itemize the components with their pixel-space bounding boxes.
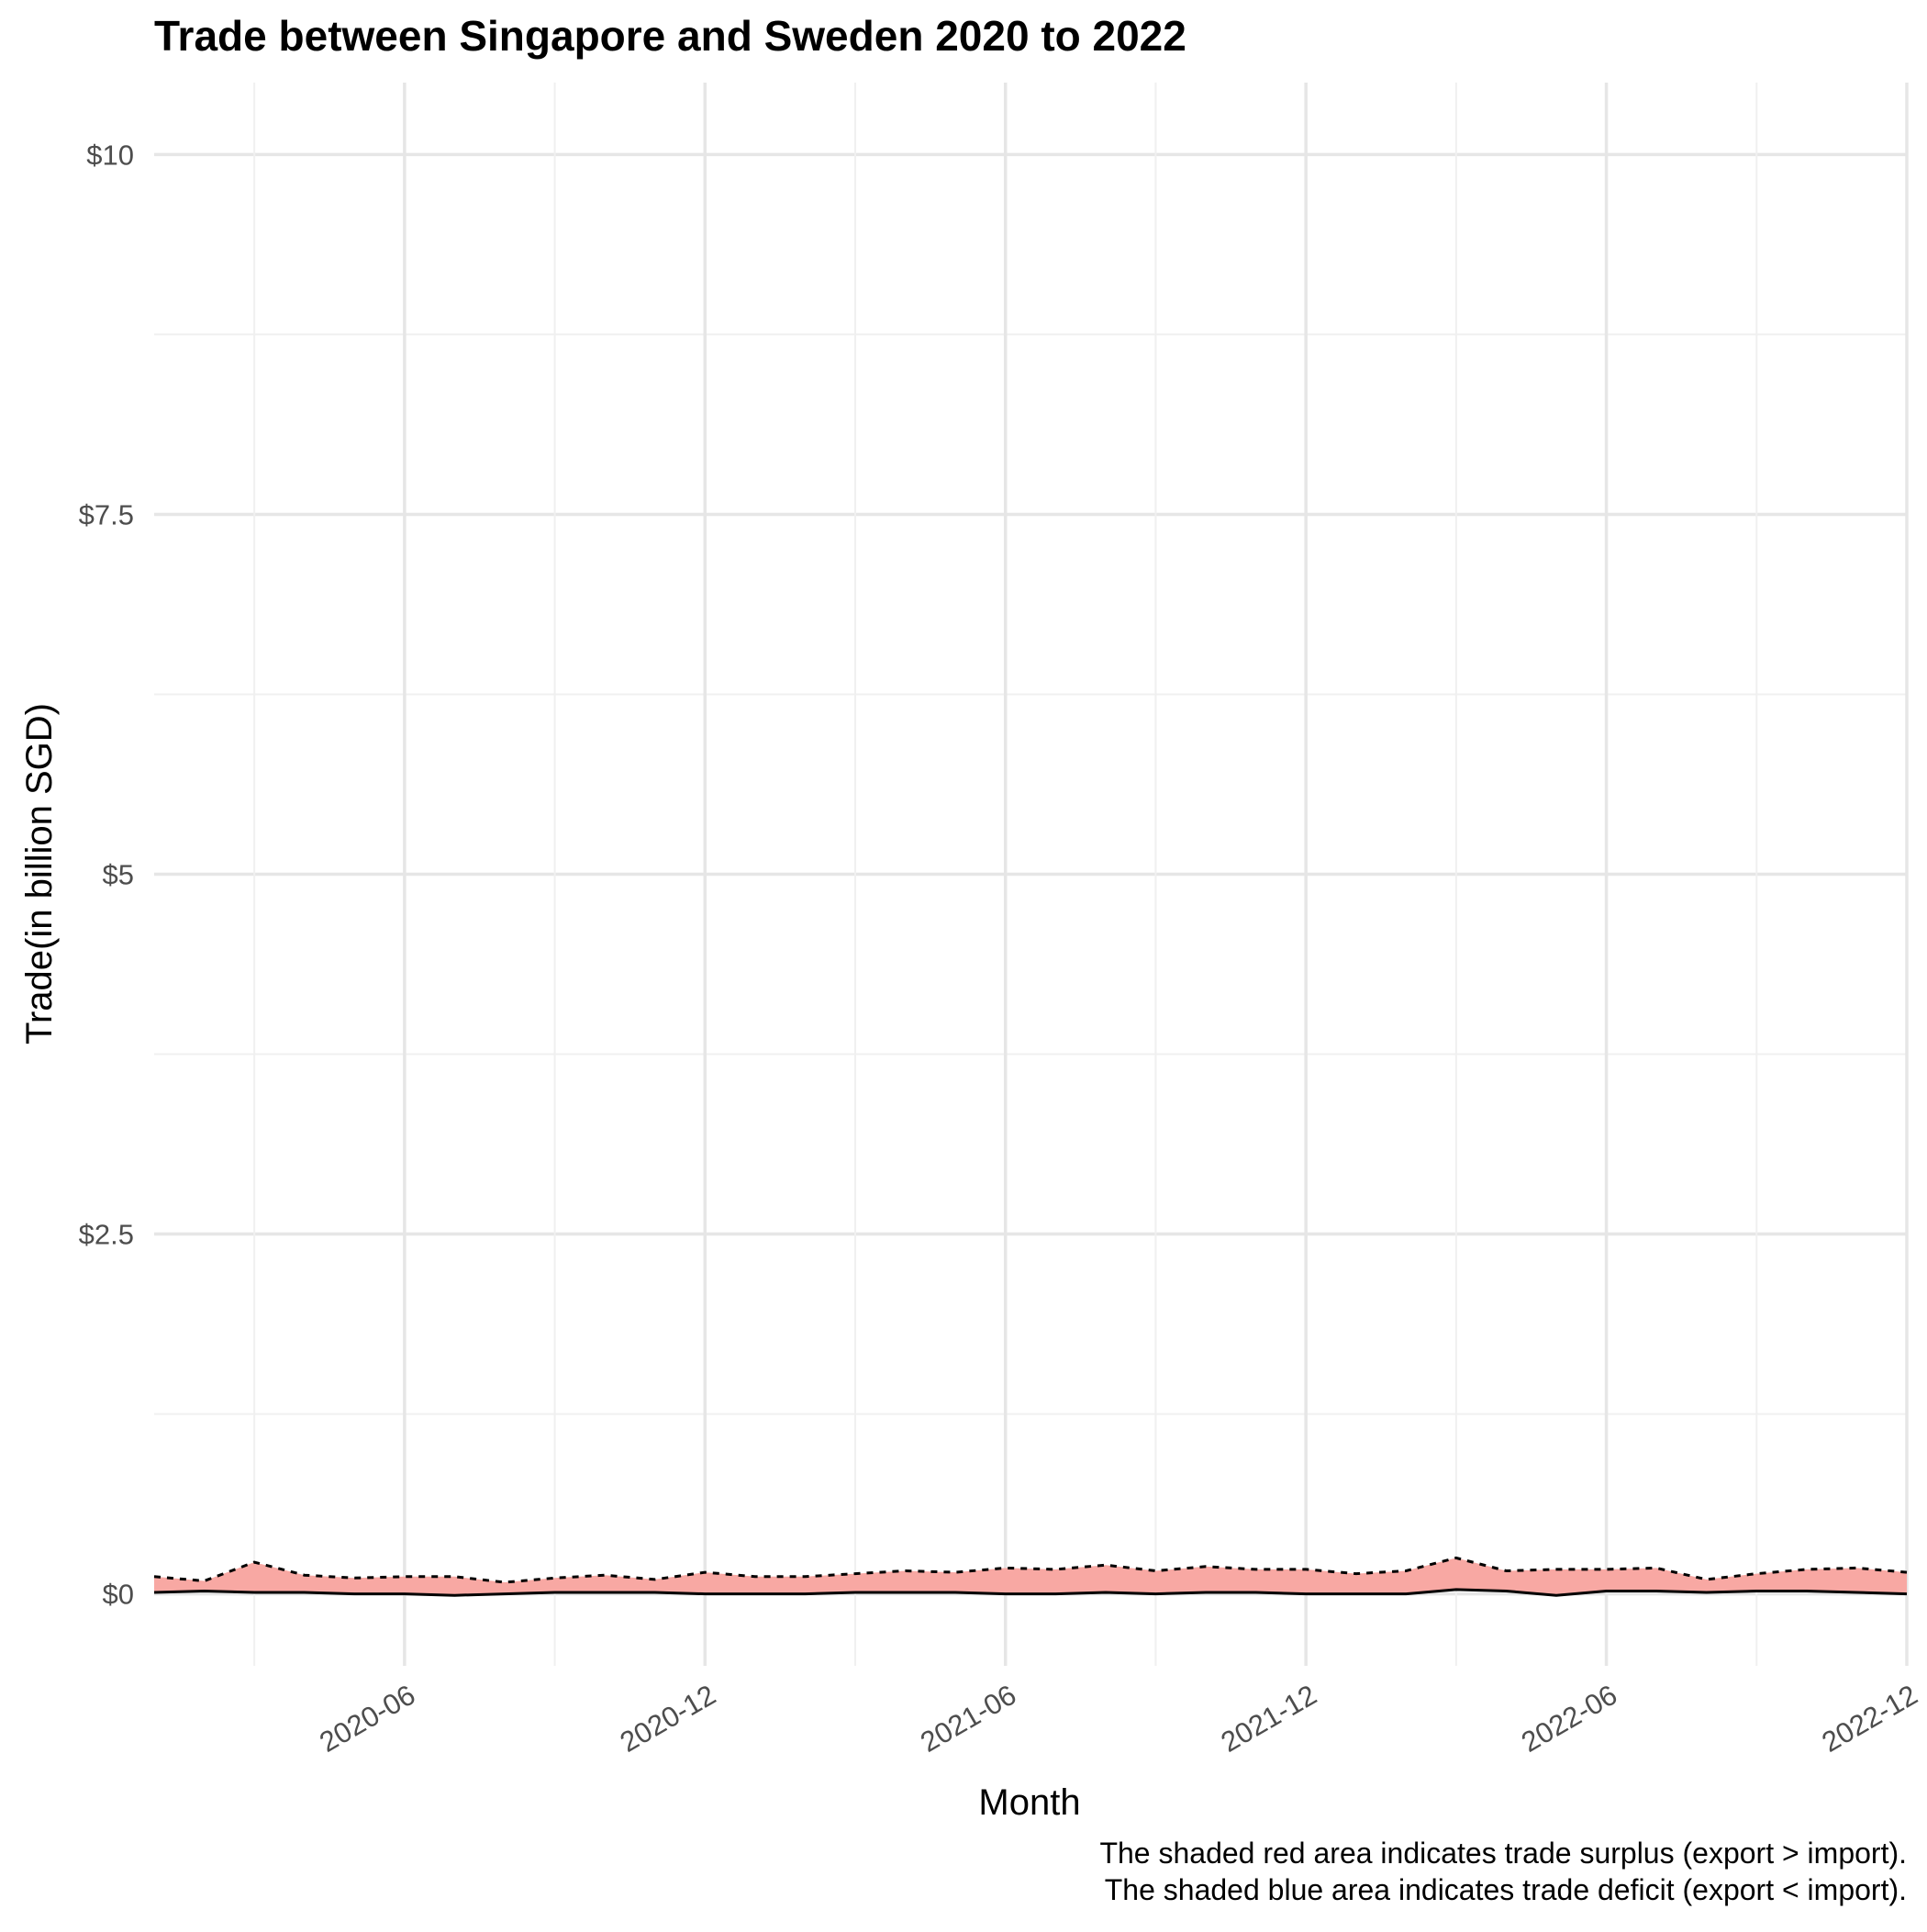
dashed-series-line xyxy=(153,1556,1908,1584)
x-axis-ticks: 2020-06 2020-12 2021-06 2021-12 2022-06 2022-… xyxy=(314,1679,1922,1759)
caption-surplus-note: The shaded red area indicates trade surp… xyxy=(1099,1837,1907,1870)
x-tick-label: 2020-06 xyxy=(314,1679,420,1759)
caption-deficit-note: The shaded blue area indicates trade def… xyxy=(1105,1873,1907,1906)
y-tick-label: $10 xyxy=(86,139,134,171)
y-axis-ticks: $0 $2.5 $5 $7.5 $10 xyxy=(79,139,134,1610)
x-axis-label: Month xyxy=(978,1782,1080,1823)
y-axis-label: Trade(in billion SGD) xyxy=(19,703,60,1044)
y-tick-label: $7.5 xyxy=(79,498,134,530)
surplus-area xyxy=(154,1558,1907,1596)
x-tick-label: 2022-12 xyxy=(1816,1679,1922,1759)
series-lines xyxy=(153,1556,1908,1597)
x-tick-label: 2022-06 xyxy=(1516,1679,1622,1759)
grid xyxy=(154,83,1909,1666)
x-tick-label: 2021-06 xyxy=(915,1679,1021,1759)
y-tick-label: $0 xyxy=(103,1579,134,1611)
chart-title: Trade between Singapore and Sweden 2020 … xyxy=(154,12,1186,60)
x-tick-label: 2020-12 xyxy=(615,1679,721,1759)
y-tick-label: $5 xyxy=(103,859,134,891)
x-tick-label: 2021-12 xyxy=(1216,1679,1322,1759)
y-tick-label: $2.5 xyxy=(79,1219,134,1251)
surplus-area-layer xyxy=(154,1558,1907,1596)
solid-series-line xyxy=(153,1588,1908,1597)
